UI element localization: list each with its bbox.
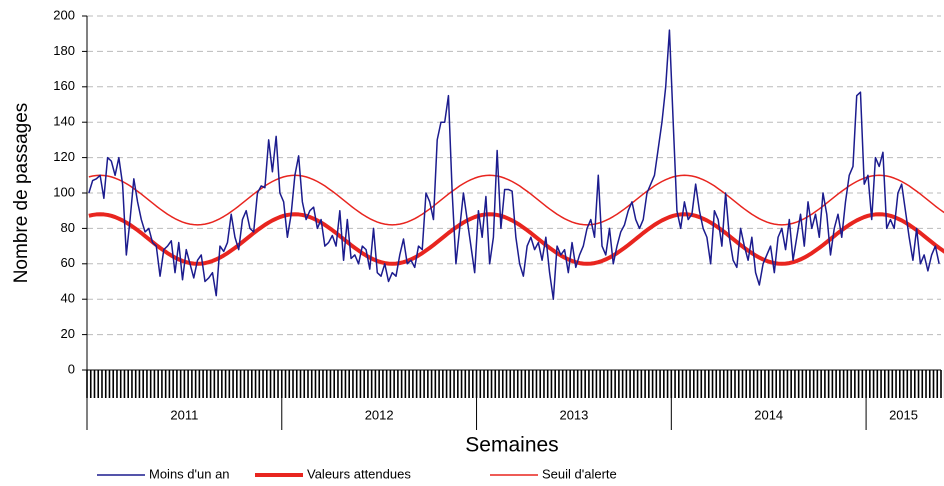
series-line [88, 174, 944, 226]
y-tick-label: 0 [68, 361, 75, 376]
legend-label: Valeurs attendues [307, 466, 411, 481]
year-label: 2013 [559, 407, 588, 422]
y-axis-label: Nombre de passages [11, 103, 32, 284]
y-tick-label: 80 [61, 220, 75, 235]
year-label: 2012 [365, 407, 394, 422]
year-label: 2011 [170, 407, 198, 422]
y-tick-label: 100 [53, 184, 75, 199]
legend-label: Seuil d'alerte [542, 466, 617, 481]
y-tick-label: 140 [53, 114, 75, 129]
y-tick-label: 40 [61, 291, 75, 306]
series-line [88, 29, 940, 300]
y-tick-label: 20 [61, 326, 75, 341]
y-tick-label: 60 [61, 255, 75, 270]
series-line [88, 212, 944, 266]
y-tick-label: 180 [53, 43, 75, 58]
legend-label: Moins d'un an [149, 466, 230, 481]
y-tick-label: 200 [53, 7, 75, 22]
y-tick-label: 160 [53, 78, 75, 93]
year-label: 2015 [889, 407, 918, 422]
x-axis-label: Semaines [465, 434, 558, 457]
year-label: 2014 [754, 407, 783, 422]
y-tick-label: 120 [53, 149, 75, 164]
